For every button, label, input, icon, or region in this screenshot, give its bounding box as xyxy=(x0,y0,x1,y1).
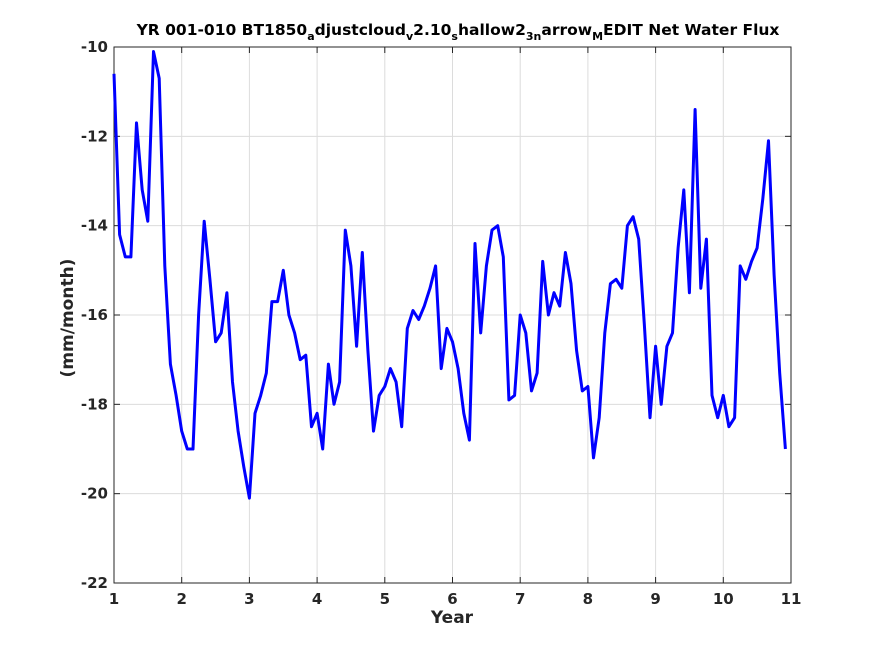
y-tick-labels: -22 -20 -18 -16 -14 -12 -10 xyxy=(81,38,108,592)
series-line xyxy=(112,50,787,500)
y-tick-label: -22 xyxy=(81,574,108,592)
y-tick-label: -20 xyxy=(81,485,108,503)
x-tick-label: 2 xyxy=(176,590,186,608)
title-segment: hallow2 xyxy=(458,21,526,39)
x-tick-label: 3 xyxy=(244,590,254,608)
title-subscript: v xyxy=(406,30,414,43)
title-subscript: 3 xyxy=(526,30,534,43)
x-tick-label: 10 xyxy=(713,590,734,608)
chart-title: YR 001-010 BT1850adjustcloudv2.10shallow… xyxy=(136,21,780,43)
title-segment: arrow xyxy=(541,21,592,39)
x-tick-label: 6 xyxy=(447,590,457,608)
title-segment: YR 001-010 BT1850 xyxy=(136,21,308,39)
axis-ticks xyxy=(113,46,792,584)
x-tick-label: 9 xyxy=(650,590,660,608)
title-segment: EDIT Net Water Flux xyxy=(603,21,779,39)
y-tick-label: -16 xyxy=(81,306,108,324)
y-axis-label: (mm/month) xyxy=(58,259,78,378)
x-axis-label: Year xyxy=(430,608,474,628)
x-tick-label: 5 xyxy=(380,590,390,608)
title-subscript: n xyxy=(534,30,542,43)
title-subscript: a xyxy=(307,30,314,43)
y-tick-label: -14 xyxy=(81,217,108,235)
title-subscript: s xyxy=(451,30,458,43)
y-tick-label: -18 xyxy=(81,395,108,413)
x-tick-label: 11 xyxy=(781,590,802,608)
title-segment: djustcloud xyxy=(315,21,406,39)
title-segment: 2.10 xyxy=(413,21,451,39)
title-subscript: M xyxy=(592,30,603,43)
y-tick-label: -12 xyxy=(81,127,108,145)
y-tick-label: -10 xyxy=(81,38,108,56)
x-tick-label: 8 xyxy=(583,590,593,608)
x-tick-labels: 1 2 3 4 5 6 7 8 9 10 11 xyxy=(109,590,802,608)
x-tick-label: 4 xyxy=(312,590,322,608)
x-tick-label: 7 xyxy=(515,590,525,608)
x-tick-label: 1 xyxy=(109,590,119,608)
